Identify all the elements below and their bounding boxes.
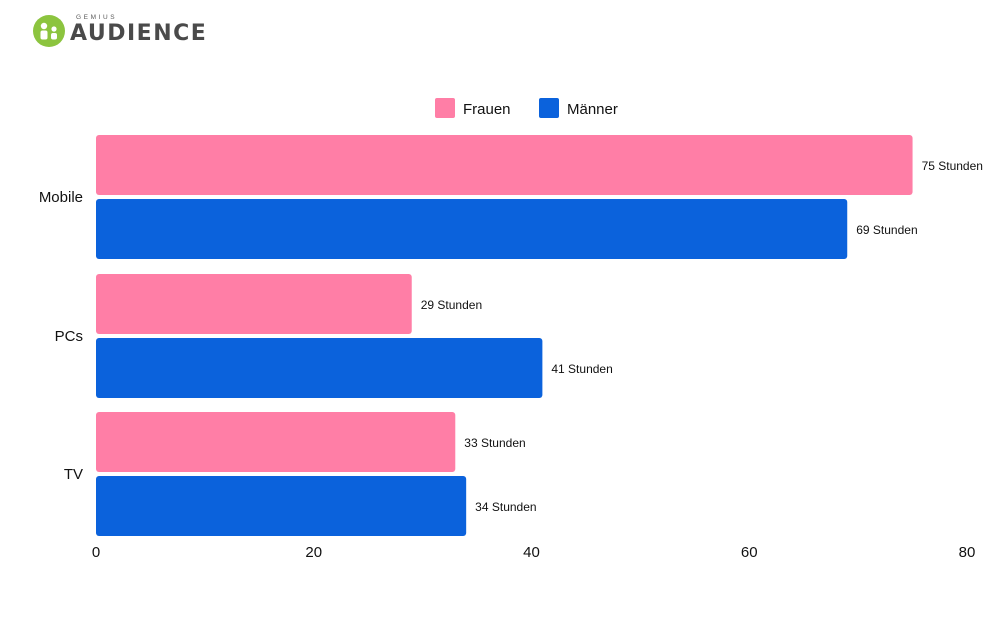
- x-tick-label-3: 60: [741, 544, 758, 561]
- bar-2-0: [96, 412, 456, 472]
- legend-label-0: Frauen: [463, 101, 511, 118]
- data-label-0-1: 69 Stunden: [856, 223, 917, 237]
- category-label-1: PCs: [55, 328, 83, 345]
- legend-label-1: Männer: [567, 101, 618, 118]
- data-label-2-0: 33 Stunden: [464, 436, 525, 450]
- brand-name: AUDIENCE: [70, 21, 208, 46]
- data-label-2-1: 34 Stunden: [475, 500, 536, 514]
- category-label-2: TV: [64, 466, 83, 483]
- bar-2-1: [96, 476, 467, 536]
- bar-0-1: [96, 199, 848, 259]
- data-label-0-0: 75 Stunden: [922, 159, 983, 173]
- bar-1-1: [96, 338, 543, 398]
- data-label-1-1: 41 Stunden: [551, 362, 612, 376]
- data-label-1-0: 29 Stunden: [421, 298, 482, 312]
- audience-logo-icon: [33, 15, 65, 47]
- brand-small-text: GEMIUS: [76, 14, 118, 21]
- x-tick-label-1: 20: [305, 544, 322, 561]
- bar-1-0: [96, 274, 412, 334]
- x-tick-label-4: 80: [959, 544, 976, 561]
- category-label-0: Mobile: [39, 189, 83, 206]
- bar-0-0: [96, 135, 913, 195]
- x-tick-label-0: 0: [92, 544, 100, 561]
- legend-swatch-1: [539, 98, 559, 118]
- x-tick-label-2: 40: [523, 544, 540, 561]
- legend-swatch-0: [435, 98, 455, 118]
